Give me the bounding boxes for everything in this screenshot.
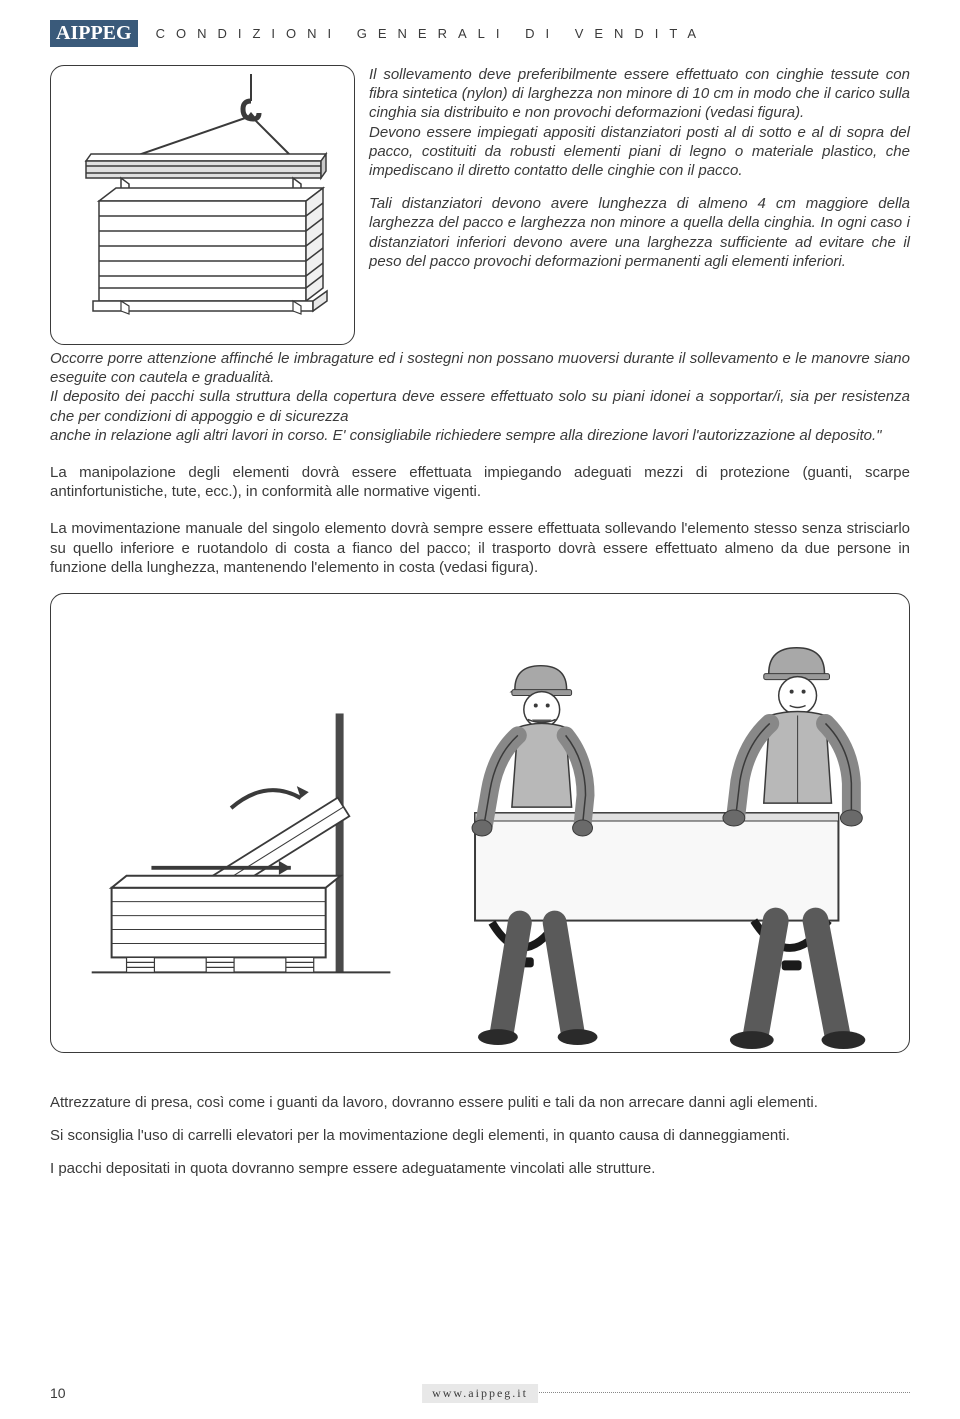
page-header: AIPPEG CONDIZIONI GENERALI DI VENDITA [50, 20, 910, 47]
para-flow-2: Il deposito dei pacchi sulla struttura d… [50, 387, 910, 425]
header-title: CONDIZIONI GENERALI DI VENDITA [156, 26, 708, 41]
para-bottom-3: I pacchi depositati in quota dovranno se… [50, 1159, 910, 1178]
figure-handling-diagram [50, 593, 910, 1053]
page-footer: 10 www.aippeg.it [50, 1385, 910, 1401]
footer-dots [480, 1392, 910, 1393]
handling-svg [51, 594, 909, 1052]
para-right-1: Il sollevamento deve preferibilmente ess… [369, 65, 910, 123]
para-flow-1: Occorre porre attenzione affinché le imb… [50, 349, 910, 387]
page-number: 10 [50, 1385, 66, 1401]
para-normal-2: La movimentazione manuale del singolo el… [50, 519, 910, 577]
para-flow-3: anche in relazione agli altri lavori in … [50, 426, 910, 445]
top-section: Il sollevamento deve preferibilmente ess… [50, 65, 910, 345]
figure-lifting-diagram [50, 65, 355, 345]
para-right-3: Tali distanziatori devono avere lunghezz… [369, 194, 910, 271]
footer-url: www.aippeg.it [422, 1384, 538, 1403]
lifting-svg [51, 66, 356, 346]
logo: AIPPEG [50, 20, 138, 47]
top-text-column: Il sollevamento deve preferibilmente ess… [369, 65, 910, 345]
para-bottom-1: Attrezzature di presa, così come i guant… [50, 1093, 910, 1112]
para-right-2: Devono essere impiegati appositi distanz… [369, 123, 910, 181]
para-bottom-2: Si sconsiglia l'uso di carrelli elevator… [50, 1126, 910, 1145]
para-normal-1: La manipolazione degli elementi dovrà es… [50, 463, 910, 501]
